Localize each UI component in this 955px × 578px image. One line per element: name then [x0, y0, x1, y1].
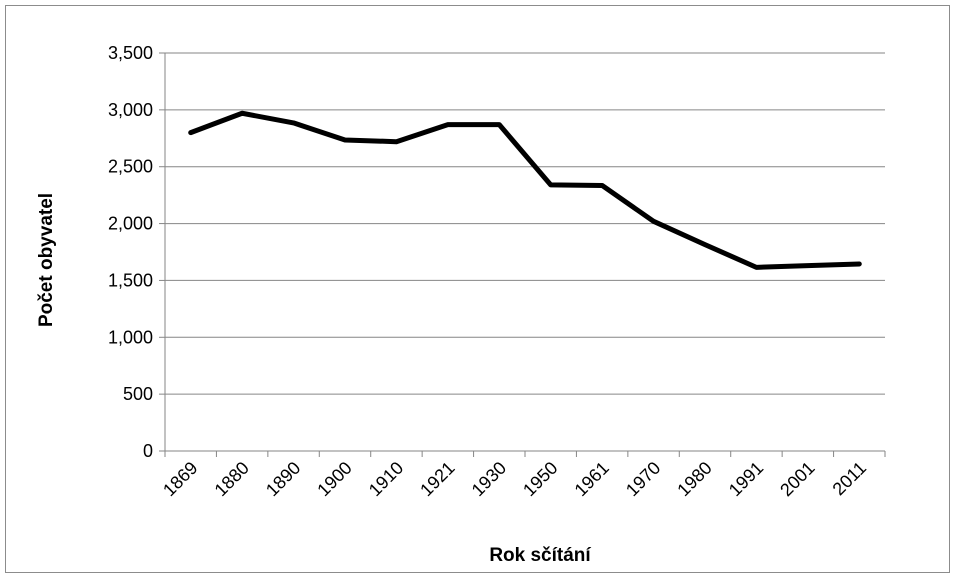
x-tick-labels: 1869 1880 1890 1900 1910 1921 1930 1950 1961 1970… [159, 458, 870, 500]
chart-frame [5, 5, 950, 573]
series-layer [188, 110, 862, 270]
x-tick-label: 2011 [829, 458, 871, 500]
x-tick-label: 1921 [416, 458, 458, 500]
gridlines [165, 52, 885, 395]
x-tick-label: 2001 [776, 458, 818, 500]
x-tick-label: 1880 [211, 458, 253, 500]
y-tick-labels: 0 500 1,000 1,500 2,000 2,500 3,000 3,500 [108, 43, 153, 461]
x-tick-label: 1980 [673, 458, 715, 500]
y-tick-label: 2,500 [108, 157, 153, 177]
axes [159, 52, 886, 457]
x-tick-label: 1950 [519, 458, 561, 500]
y-tick-label: 0 [143, 441, 153, 461]
y-tick-label: 3,000 [108, 100, 153, 120]
y-tick-label: 2,000 [108, 214, 153, 234]
x-tick-label: 1869 [159, 458, 201, 500]
x-tick-label: 1900 [313, 458, 355, 500]
y-tick-label: 1,500 [108, 270, 153, 290]
x-tick-label: 1991 [725, 458, 767, 500]
x-tick-label: 1961 [571, 458, 613, 500]
x-tick-label: 1970 [622, 458, 664, 500]
x-tick-label: 1910 [365, 458, 407, 500]
x-tick-label: 1890 [262, 458, 304, 500]
series-line-0 [188, 110, 862, 270]
x-axis-title: Rok sčítání [489, 545, 591, 566]
y-tick-label: 500 [123, 384, 153, 404]
y-tick-label: 3,500 [108, 43, 153, 63]
y-axis-title: Počet obyvatel [36, 193, 57, 327]
x-tick-label: 1930 [468, 458, 510, 500]
y-tick-label: 1,000 [108, 327, 153, 347]
